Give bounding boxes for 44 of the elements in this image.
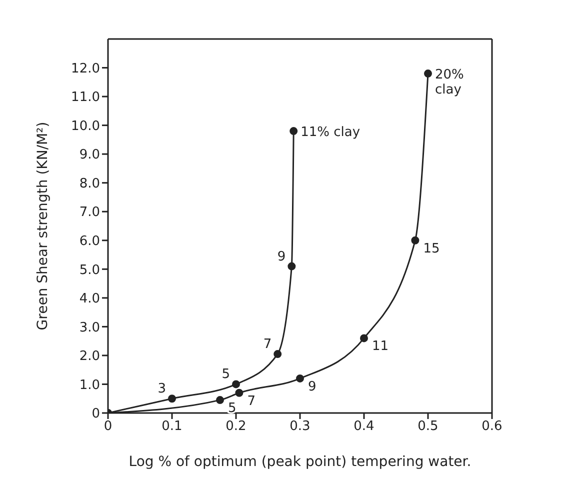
y-tick-label: 11.0 [71,90,100,106]
point [232,380,240,388]
x-axis-title: Log % of optimum (peak point) tempering water. [128,454,472,470]
x-tick-label: 0.6 [482,419,502,434]
y-tick-label: 10.0 [71,118,100,134]
y-tick-label: 7.0 [79,205,100,220]
annotation: 11 [372,339,389,354]
point [290,127,298,136]
y-tick-label: 12.0 [71,61,100,76]
point [411,236,420,244]
point [216,396,224,404]
y-tick-label: 8.0 [79,176,100,192]
y-tick-label: 0 [92,406,100,422]
x-tick-label: 0.4 [354,419,374,434]
x-tick-label: 0.2 [226,419,246,434]
y-tick-label: 4.0 [79,292,100,307]
annotation: 7 [263,337,272,352]
point [288,262,296,270]
y-tick-label: 5.0 [79,262,100,278]
x-tick-label: 0.3 [290,419,310,434]
y-tick-label: 2.0 [79,349,100,364]
point [360,334,368,342]
y-tick-label: 1.0 [79,378,100,393]
annotation: 9 [277,249,286,264]
y-tick-label: 3.0 [79,320,100,336]
y-tick-label: 6.0 [79,234,100,249]
annotation: 5 [228,401,236,416]
annotation: 15 [423,241,440,256]
annotation: 7 [247,394,256,409]
point [274,350,282,358]
x-tick-label: 0.1 [162,419,182,434]
y-axis-title: Green Shear strength (KN/M²) [35,122,51,330]
x-tick-label: 0 [104,419,112,434]
point [424,70,432,78]
series-label: 11% clay [300,125,360,140]
y-tick-label: 9.0 [79,148,100,163]
annotation: 3 [158,382,166,397]
annotation: 5 [222,367,230,382]
point [235,388,244,397]
point [168,394,176,403]
x-tick-label: 0.5 [418,419,438,434]
annotation: 9 [308,379,316,394]
point [296,374,304,382]
series-label: 20% clay [435,68,464,98]
